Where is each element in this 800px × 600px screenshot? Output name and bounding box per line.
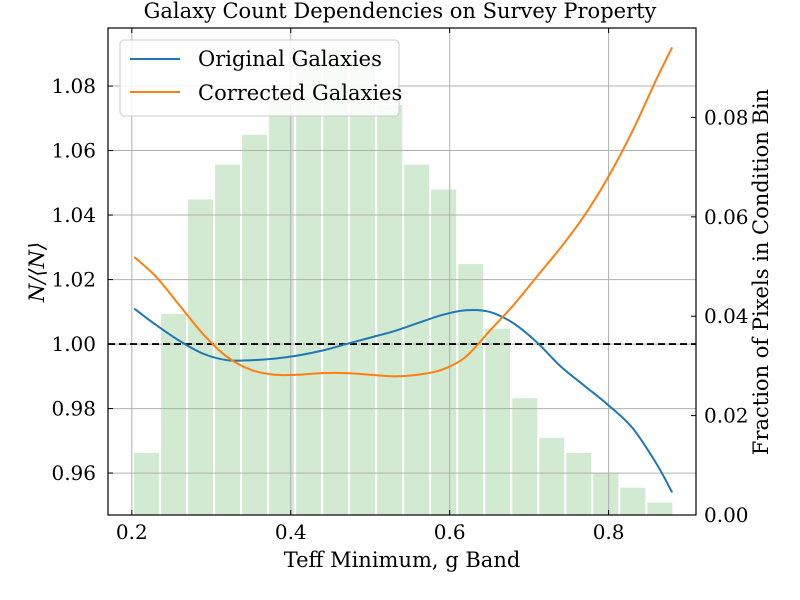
histogram-bar (485, 328, 511, 515)
x-tick-label: 0.4 (275, 520, 307, 544)
chart-title: Galaxy Count Dependencies on Survey Prop… (144, 0, 657, 23)
series-line-corrected (133, 46, 674, 378)
histogram-bar (404, 164, 430, 516)
y-tick-label: 1.06 (51, 139, 96, 163)
histogram-bar (269, 100, 295, 515)
histogram-bar (647, 502, 673, 515)
y-right-tick-label: 0.04 (704, 304, 749, 328)
histogram-bar (296, 60, 322, 515)
y-tick-label: 1.00 (51, 332, 96, 356)
histogram-bars (134, 50, 673, 516)
y-right-tick-label: 0.00 (704, 503, 749, 527)
y-tick-label: 1.08 (51, 74, 96, 98)
histogram-bar (566, 452, 592, 515)
histogram-bar (377, 105, 403, 515)
y-tick-label: 1.04 (51, 203, 96, 227)
legend-box (119, 39, 400, 117)
plot-frame (107, 27, 697, 516)
x-axis-label: Teff Minimum, g Band (284, 548, 521, 572)
legend-label-original: Original Galaxies (198, 47, 382, 71)
ticks: 0.2 0.4 0.6 0.8 0.96 0.98 1.00 1.02 1.04 1.06 1.08… (51, 28, 749, 544)
series-line-original (133, 307, 674, 493)
histogram-bar (431, 189, 457, 515)
y-right-tick-label: 0.06 (704, 205, 749, 229)
series-lines (133, 46, 674, 493)
histogram-bar (188, 199, 214, 515)
histogram-bar (539, 437, 565, 515)
x-tick-label: 0.6 (434, 520, 466, 544)
legend: Original Galaxies Corrected Galaxies (119, 39, 402, 117)
histogram-bar (215, 164, 241, 516)
histogram-bar (458, 264, 484, 515)
x-tick-label: 0.8 (593, 520, 625, 544)
legend-label-corrected: Corrected Galaxies (198, 81, 402, 105)
y-right-tick-label: 0.08 (704, 105, 749, 129)
y-tick-label: 0.96 (51, 461, 96, 485)
histogram-bar (161, 313, 187, 515)
histogram-bar (134, 452, 160, 515)
y-tick-label: 1.02 (51, 268, 96, 292)
histogram-bar (350, 55, 376, 515)
x-tick-label: 0.2 (116, 520, 148, 544)
histogram-bar (620, 487, 646, 515)
y-axis-right-label: Fraction of Pixels in Condition Bin (749, 89, 773, 455)
histogram-bar (512, 398, 538, 515)
y-right-tick-label: 0.02 (704, 404, 749, 428)
y-axis-label: N/⟨N⟩ (25, 242, 49, 303)
histogram-bar (323, 50, 349, 515)
histogram-bar (242, 134, 268, 515)
histogram-bar (593, 472, 619, 515)
y-tick-label: 0.98 (51, 397, 96, 421)
